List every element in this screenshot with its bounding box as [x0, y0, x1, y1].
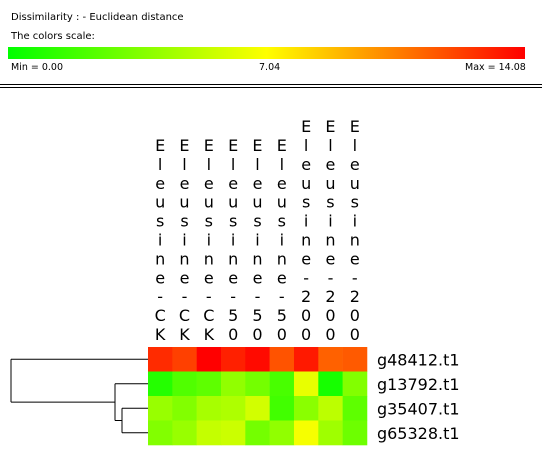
heatmap-cell [148, 396, 173, 421]
heatmap-cell [172, 396, 197, 421]
dissimilarity-label: Dissimilarity : - Euclidean distance [11, 12, 184, 23]
divider-line [0, 87, 542, 88]
heatmap-cell [318, 347, 343, 372]
heatmap-cell [342, 396, 368, 421]
heatmap-cell [245, 396, 270, 421]
heatmap-cell [220, 420, 246, 446]
heatmap-cell [196, 347, 222, 372]
heatmap-cell [293, 371, 319, 397]
heatmap-cell [293, 420, 319, 446]
heatmap-cell [342, 420, 368, 446]
row-label: g35407.t1 [377, 399, 460, 418]
heatmap-cell [196, 420, 222, 446]
heatmap-cell [269, 347, 295, 372]
row-labels: g48412.t1 g13792.t1 g35407.t1 g65328.t1 [377, 350, 460, 443]
heatmap-cell [318, 396, 343, 421]
heatmap-cell [269, 371, 295, 397]
scale-max-label: Max = 14.08 [465, 62, 526, 73]
heatmap-cell [293, 347, 319, 372]
heatmap-cell [196, 396, 222, 421]
divider-line [0, 84, 542, 85]
heatmap-cell [318, 371, 343, 397]
heatmap-cell [172, 420, 197, 446]
heatmap-cell [148, 420, 173, 446]
heatmap-cell [220, 396, 246, 421]
color-scale-bar [8, 47, 525, 59]
heatmap-cell [220, 347, 246, 372]
heatmap-cell [342, 371, 368, 397]
heatmap-cell [293, 396, 319, 421]
row-label: g48412.t1 [377, 350, 460, 369]
heatmap-cell [245, 347, 270, 372]
row-dendrogram [10, 358, 148, 434]
heatmap-cell [245, 420, 270, 446]
heatmap-cell [342, 347, 368, 372]
heatmap-cells [148, 347, 368, 446]
heatmap-cell [172, 371, 197, 397]
color-scale-title: The colors scale: [11, 31, 95, 42]
row-label: g13792.t1 [377, 375, 460, 394]
heatmap-cell [269, 396, 295, 421]
heatmap-cell [245, 371, 270, 397]
row-label: g65328.t1 [377, 424, 460, 443]
heatmap-cell [220, 371, 246, 397]
heatmap-cell [148, 347, 173, 372]
scale-mid-label: 7.04 [259, 62, 281, 73]
heatmap-cell [318, 420, 343, 446]
heatmap-cell [172, 347, 197, 372]
heatmap-cell [196, 371, 222, 397]
heatmap-cell [148, 371, 173, 397]
heatmap-cell [269, 420, 295, 446]
scale-min-label: Min = 0.00 [11, 62, 64, 73]
